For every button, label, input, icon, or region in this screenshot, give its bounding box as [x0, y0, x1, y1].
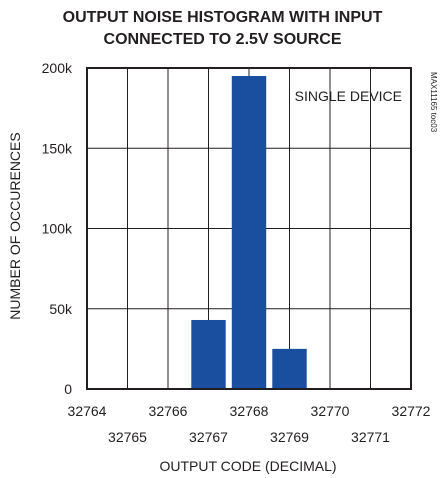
y-tick-label: 50k [49, 301, 73, 317]
bar-32768 [231, 76, 267, 390]
chart-title-line-2: CONNECTED TO 2.5V SOURCE [103, 31, 342, 48]
chart-title-line-1: OUTPUT NOISE HISTOGRAM WITH INPUT [62, 9, 383, 26]
x-tick-label: 32766 [149, 403, 188, 419]
annotation-single-device: SINGLE DEVICE [295, 88, 402, 104]
bar-32769 [272, 348, 307, 389]
y-axis-label: NUMBER OF OCCURENCES [7, 132, 23, 319]
y-tick-label: 150k [42, 140, 73, 156]
y-tick-label: 200k [42, 60, 73, 76]
y-tick-label: 100k [42, 221, 73, 237]
x-tick-label: 32770 [311, 403, 350, 419]
x-tick-label: 32765 [108, 429, 147, 445]
x-tick-label: 32769 [270, 429, 309, 445]
y-tick-labels: 0 50k 100k 150k 200k [42, 60, 73, 397]
plot-frame [86, 67, 412, 390]
x-tick-label: 32771 [351, 429, 390, 445]
figure-id-label: MAX11165 toc03 [429, 72, 438, 133]
bar-32767 [191, 319, 226, 389]
y-tick-label: 0 [64, 381, 72, 397]
x-tick-label: 32767 [189, 429, 228, 445]
x-tick-label: 32764 [68, 403, 107, 419]
bars [191, 76, 307, 390]
x-axis-label: OUTPUT CODE (DECIMAL) [159, 458, 336, 474]
x-tick-label: 32772 [392, 403, 431, 419]
x-tick-labels: 32764 32766 32768 32770 32772 32765 32767 32769… [68, 403, 431, 445]
x-tick-label: 32768 [230, 403, 269, 419]
